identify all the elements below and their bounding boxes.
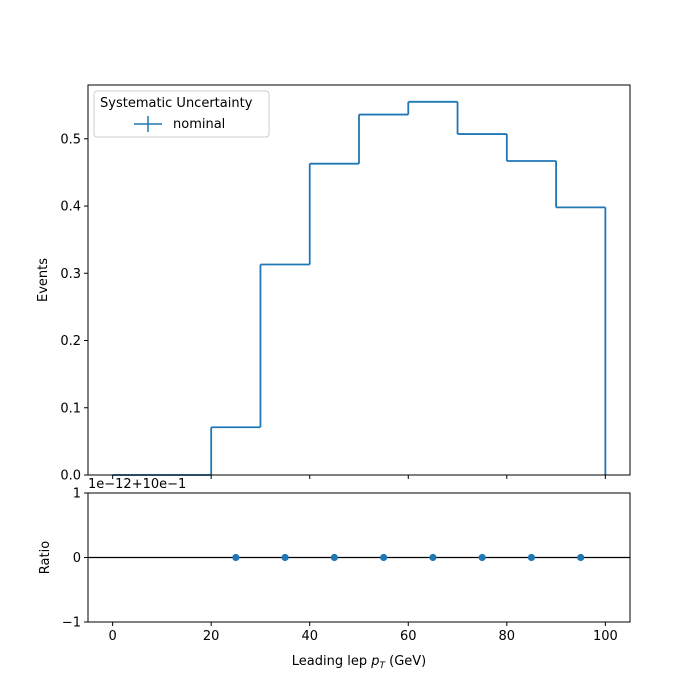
ratio-point <box>527 553 536 562</box>
legend-entry-nominal: nominal <box>173 117 225 132</box>
ratio-points <box>232 553 585 562</box>
x-tick-label: 80 <box>499 629 516 644</box>
ratio-panel: 1 0 −1 0 20 40 60 80 100 1e−12+10e−1 Ratio Lead… <box>38 477 631 671</box>
ratio-x-ticks: 0 20 40 60 80 100 <box>108 622 618 644</box>
x-tick-label: 100 <box>593 629 618 644</box>
ratio-point <box>478 553 486 562</box>
legend: Systematic Uncertainty nominal <box>93 90 270 138</box>
ratio-plot-frame <box>87 492 631 623</box>
ratio-y-tick-label: −1 <box>62 616 81 631</box>
ratio-offset-text: 1e−12+10e−1 <box>88 477 186 492</box>
main-plot-frame <box>87 84 631 476</box>
legend-title: Systematic Uncertainty <box>100 96 253 111</box>
main-panel: 0.0 0.1 0.2 0.3 0.4 0.5 Events Systematic Unc… <box>36 84 631 484</box>
x-axis-label-subscript: T <box>379 661 386 671</box>
histogram-bins <box>112 100 607 476</box>
x-axis-label: Leading lep pT (GeV) <box>292 654 426 671</box>
ratio-y-tick-label: 0 <box>73 551 81 566</box>
x-axis-label-symbol: p <box>370 654 379 669</box>
ratio-point <box>380 553 388 562</box>
ratio-point <box>281 553 289 562</box>
main-y-tick-label: 0.0 <box>60 469 81 484</box>
ratio-y-tick-label: 1 <box>73 487 81 502</box>
x-tick-label: 60 <box>400 629 417 644</box>
x-tick-label: 0 <box>108 629 116 644</box>
main-x-ticks <box>112 475 606 479</box>
legend-marker-nominal <box>134 116 162 132</box>
ratio-y-ticks: 1 0 −1 <box>62 487 88 631</box>
ratio-point <box>330 553 338 562</box>
main-y-axis-label: Events <box>36 258 51 302</box>
main-y-tick-label: 0.5 <box>60 132 81 147</box>
x-tick-label: 20 <box>203 629 220 644</box>
ratio-point <box>577 553 585 562</box>
ratio-y-axis-label: Ratio <box>38 541 53 574</box>
main-y-ticks: 0.0 0.1 0.2 0.3 0.4 0.5 <box>60 132 88 484</box>
ratio-point <box>232 553 240 562</box>
legend-box <box>93 90 270 138</box>
x-axis-label-unit: (GeV) <box>385 654 426 669</box>
main-y-tick-label: 0.3 <box>60 267 81 282</box>
ratio-point <box>429 553 437 562</box>
main-y-tick-label: 0.1 <box>60 401 81 416</box>
x-tick-label: 40 <box>301 629 318 644</box>
main-y-tick-label: 0.4 <box>60 200 81 215</box>
x-axis-label-prefix: Leading lep <box>292 654 371 669</box>
main-y-tick-label: 0.2 <box>60 334 81 349</box>
